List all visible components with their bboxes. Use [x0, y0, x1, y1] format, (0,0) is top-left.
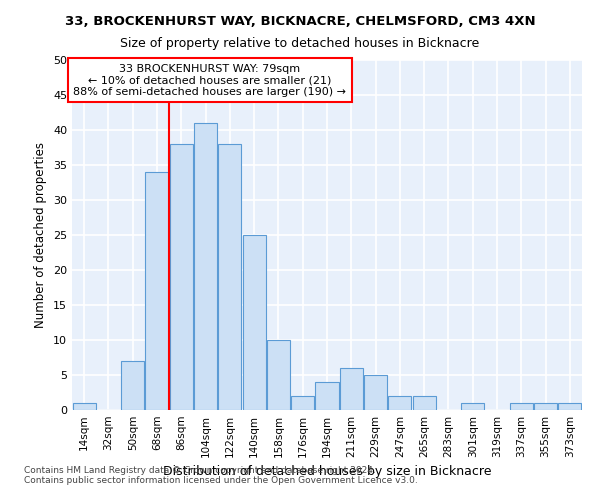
Bar — [145, 172, 169, 410]
Bar — [461, 403, 484, 410]
X-axis label: Distribution of detached houses by size in Bicknacre: Distribution of detached houses by size … — [163, 466, 491, 478]
Text: Size of property relative to detached houses in Bicknacre: Size of property relative to detached ho… — [121, 38, 479, 51]
Bar — [291, 396, 314, 410]
Bar — [364, 375, 387, 410]
Y-axis label: Number of detached properties: Number of detached properties — [34, 142, 47, 328]
Bar — [170, 144, 193, 410]
Bar — [316, 382, 338, 410]
Bar — [218, 144, 241, 410]
Text: 33 BROCKENHURST WAY: 79sqm
← 10% of detached houses are smaller (21)
88% of semi: 33 BROCKENHURST WAY: 79sqm ← 10% of deta… — [73, 64, 346, 96]
Bar — [388, 396, 412, 410]
Bar — [534, 403, 557, 410]
Bar — [121, 361, 144, 410]
Bar — [194, 123, 217, 410]
Text: Contains HM Land Registry data © Crown copyright and database right 2024.
Contai: Contains HM Land Registry data © Crown c… — [24, 466, 418, 485]
Bar — [242, 235, 266, 410]
Bar — [413, 396, 436, 410]
Bar — [73, 403, 95, 410]
Bar — [559, 403, 581, 410]
Bar — [510, 403, 533, 410]
Bar — [267, 340, 290, 410]
Bar — [340, 368, 363, 410]
Text: 33, BROCKENHURST WAY, BICKNACRE, CHELMSFORD, CM3 4XN: 33, BROCKENHURST WAY, BICKNACRE, CHELMSF… — [65, 15, 535, 28]
